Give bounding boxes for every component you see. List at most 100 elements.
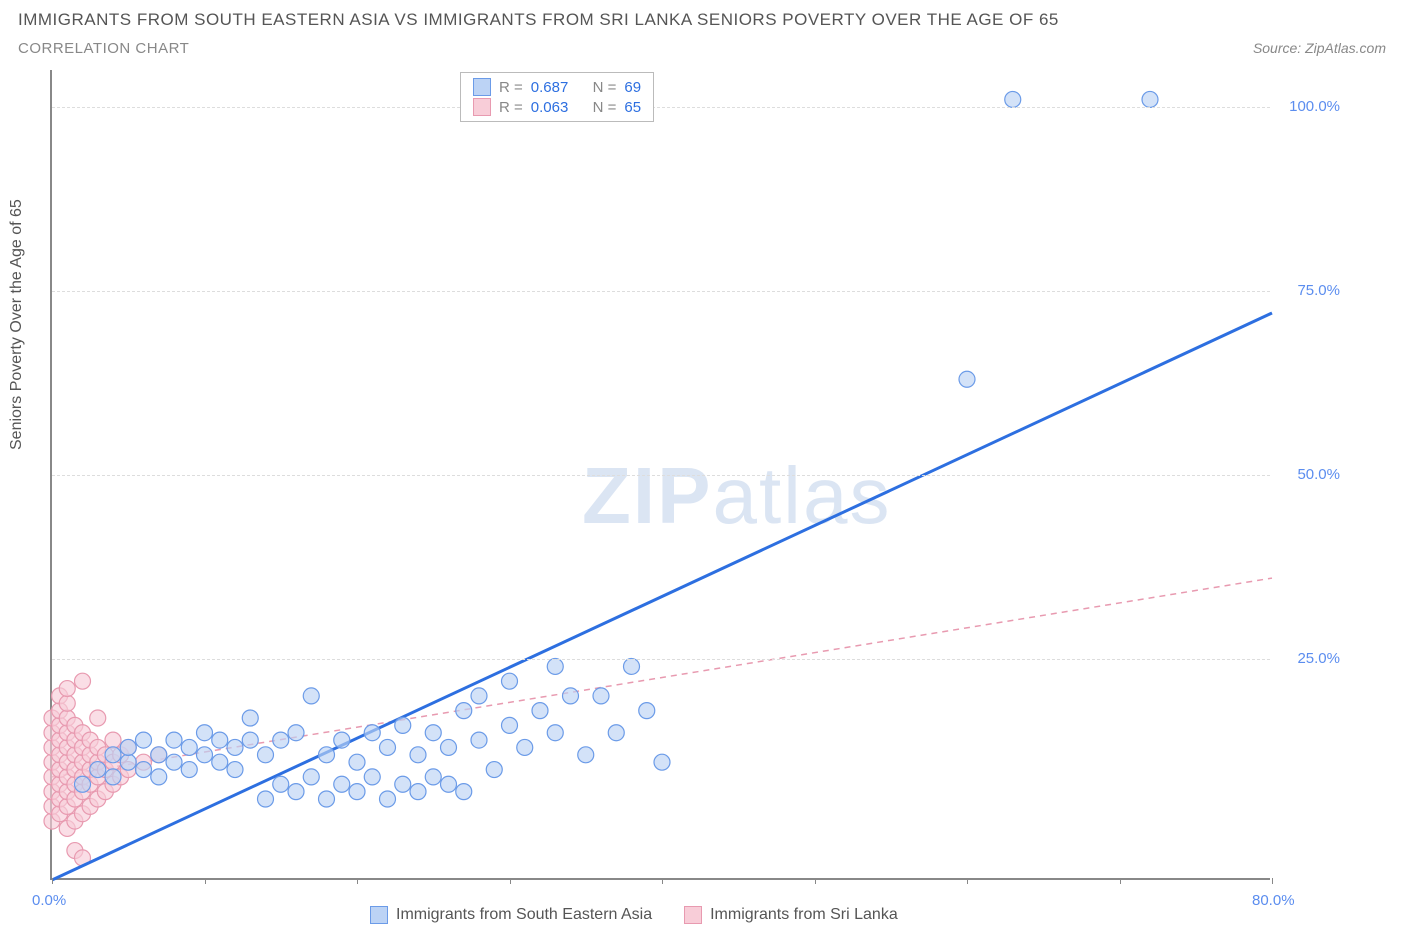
legend-item-sea: Immigrants from South Eastern Asia [370,906,652,924]
data-point-sea [120,739,136,755]
legend-item-sri: Immigrants from Sri Lanka [684,906,898,924]
data-point-sea [456,784,472,800]
data-point-sri [59,681,75,697]
legend-stats: R = 0.687 N = 69 R = 0.063 N = 65 [460,72,654,122]
data-point-sea [547,725,563,741]
plot-svg [52,70,1270,878]
data-point-sea [334,776,350,792]
data-point-sea [456,703,472,719]
data-point-sea [120,754,136,770]
swatch-sea [473,78,491,96]
data-point-sea [380,791,396,807]
swatch-sri [473,98,491,116]
chart-title: IMMIGRANTS FROM SOUTH EASTERN ASIA VS IM… [18,10,1059,30]
gridline [52,291,1270,292]
source-label: Source: [1253,40,1301,56]
r-label: R = [499,79,523,96]
gridline [52,659,1270,660]
swatch-sea-bottom [370,906,388,924]
data-point-sea [441,739,457,755]
n-label: N = [593,79,617,96]
x-tick [52,878,53,884]
data-point-sea [105,747,121,763]
data-point-sea [334,732,350,748]
data-point-sea [197,725,213,741]
data-point-sea [319,747,335,763]
data-point-sea [105,769,121,785]
data-point-sea [166,754,182,770]
r-label: R = [499,99,523,116]
data-point-sea [349,784,365,800]
source-attribution: Source: ZipAtlas.com [1253,40,1386,56]
chart-subtitle: CORRELATION CHART [18,40,189,57]
data-point-sea [151,769,167,785]
x-tick-label: 0.0% [32,892,66,909]
y-tick-label: 75.0% [1297,282,1340,299]
data-point-sea [471,732,487,748]
y-tick-label: 100.0% [1289,98,1340,115]
data-point-sea [395,776,411,792]
data-point-sea [959,371,975,387]
y-tick-label: 25.0% [1297,650,1340,667]
data-point-sea [563,688,579,704]
data-point-sea [486,762,502,778]
data-point-sri [105,732,121,748]
n-label: N = [593,99,617,116]
r-value-sea: 0.687 [531,79,569,96]
data-point-sea [364,725,380,741]
x-tick [357,878,358,884]
data-point-sea [532,703,548,719]
data-point-sea [136,732,152,748]
data-point-sea [181,762,197,778]
x-tick [662,878,663,884]
data-point-sea [654,754,670,770]
data-point-sea [441,776,457,792]
data-point-sea [578,747,594,763]
trendline-sea [52,313,1272,880]
x-tick [1120,878,1121,884]
data-point-sea [593,688,609,704]
data-point-sri [75,673,91,689]
legend-series: Immigrants from South Eastern Asia Immig… [370,906,898,924]
data-point-sea [227,762,243,778]
data-point-sea [425,769,441,785]
data-point-sea [151,747,167,763]
data-point-sea [136,762,152,778]
y-axis-label: Seniors Poverty Over the Age of 65 [8,199,26,450]
legend-stats-row-sea: R = 0.687 N = 69 [473,77,641,97]
x-tick [967,878,968,884]
n-value-sri: 65 [624,99,641,116]
data-point-sea [273,776,289,792]
source-name: ZipAtlas.com [1305,40,1386,56]
n-value-sea: 69 [624,79,641,96]
data-point-sea [410,747,426,763]
data-point-sea [303,688,319,704]
data-point-sea [1142,91,1158,107]
chart-plot-area: ZIPatlas 25.0%50.0%75.0%100.0%0.0%80.0% [50,70,1270,880]
data-point-sea [349,754,365,770]
data-point-sea [395,717,411,733]
data-point-sea [90,762,106,778]
data-point-sea [303,769,319,785]
data-point-sea [624,658,640,674]
r-value-sri: 0.063 [531,99,569,116]
data-point-sea [197,747,213,763]
data-point-sea [410,784,426,800]
x-tick [815,878,816,884]
data-point-sea [227,739,243,755]
data-point-sea [258,747,274,763]
x-tick [510,878,511,884]
x-tick [1272,878,1273,884]
data-point-sea [319,791,335,807]
data-point-sea [425,725,441,741]
data-point-sea [212,754,228,770]
data-point-sea [288,784,304,800]
data-point-sea [212,732,228,748]
data-point-sea [242,732,258,748]
x-tick-label: 80.0% [1252,892,1295,909]
data-point-sea [166,732,182,748]
data-point-sea [273,732,289,748]
data-point-sea [502,717,518,733]
data-point-sea [364,769,380,785]
data-point-sea [75,776,91,792]
